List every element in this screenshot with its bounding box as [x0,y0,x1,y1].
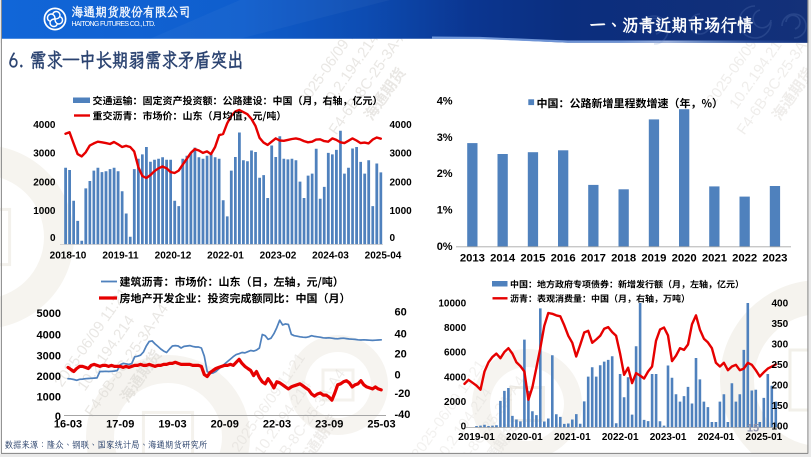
svg-text:6000: 6000 [444,348,467,359]
svg-text:2013: 2013 [460,252,485,264]
svg-text:4000: 4000 [390,120,413,131]
svg-text:150: 150 [772,401,789,412]
svg-text:1000: 1000 [37,391,61,403]
svg-text:2018: 2018 [611,252,636,264]
svg-text:20: 20 [395,348,407,360]
svg-text:2020-01: 2020-01 [506,432,543,443]
svg-text:2023-02: 2023-02 [260,251,297,262]
svg-text:3000: 3000 [33,149,56,160]
svg-text:2%: 2% [437,168,453,180]
svg-text:5000: 5000 [37,308,61,320]
svg-text:1000: 1000 [390,206,413,217]
svg-text:17-09: 17-09 [106,419,134,431]
svg-text:2020: 2020 [672,252,697,264]
svg-text:2021-01: 2021-01 [554,432,591,443]
svg-text:2024-03: 2024-03 [312,251,349,262]
svg-text:300: 300 [772,340,789,351]
svg-text:100: 100 [772,422,789,433]
svg-text:8000: 8000 [444,323,467,334]
svg-text:2022: 2022 [732,252,757,264]
svg-text:0: 0 [55,411,61,423]
svg-text:0: 0 [390,233,396,244]
svg-text:2025-01: 2025-01 [746,432,783,443]
svg-text:3000: 3000 [390,149,413,160]
svg-text:0: 0 [50,233,56,244]
svg-text:2015: 2015 [520,252,545,264]
svg-text:20-09: 20-09 [211,419,239,431]
svg-text:200: 200 [772,381,789,392]
svg-text:25-03: 25-03 [367,419,395,431]
svg-text:16-03: 16-03 [54,419,82,431]
svg-text:3%: 3% [437,132,453,144]
svg-text:2000: 2000 [390,177,413,188]
svg-text:2022-01: 2022-01 [602,432,639,443]
svg-text:2000: 2000 [33,177,56,188]
svg-text:0%: 0% [437,241,453,253]
svg-text:2019-11: 2019-11 [102,251,139,262]
svg-text:2017: 2017 [581,252,606,264]
svg-text:2024-01: 2024-01 [698,432,735,443]
svg-text:3000: 3000 [37,351,61,363]
svg-text:2025-04: 2025-04 [365,251,402,262]
svg-text:1%: 1% [437,205,453,217]
svg-text:2019: 2019 [641,252,666,264]
svg-text:22-03: 22-03 [263,419,291,431]
svg-text:2023-01: 2023-01 [650,432,687,443]
svg-text:-20: -20 [395,388,411,400]
svg-text:2000: 2000 [37,371,61,383]
svg-text:-40: -40 [395,409,411,421]
svg-text:2022-01: 2022-01 [207,251,244,262]
svg-text:2023: 2023 [762,252,787,264]
svg-text:2014: 2014 [490,252,516,264]
svg-text:2000: 2000 [444,397,467,408]
svg-text:0: 0 [461,422,467,433]
svg-text:10000: 10000 [438,299,466,310]
svg-text:4000: 4000 [33,120,56,131]
svg-text:2021: 2021 [702,252,727,264]
svg-text:15: 15 [747,423,759,435]
svg-text:HAITONG FUTURES CO., LTD.: HAITONG FUTURES CO., LTD. [72,21,156,28]
svg-text:2019-01: 2019-01 [458,432,495,443]
svg-text:2020-12: 2020-12 [155,251,192,262]
svg-text:0: 0 [395,370,401,382]
svg-text:1000: 1000 [33,206,56,217]
svg-text:2018-10: 2018-10 [50,251,87,262]
svg-text:40: 40 [395,328,407,340]
svg-text:4000: 4000 [444,372,467,383]
svg-text:4%: 4% [437,95,453,107]
svg-text:2016: 2016 [551,252,576,264]
svg-text:250: 250 [772,360,789,371]
svg-text:23-09: 23-09 [315,419,343,431]
svg-text:19-03: 19-03 [158,419,186,431]
svg-text:4000: 4000 [37,329,61,341]
svg-text:350: 350 [772,319,789,330]
svg-text:400: 400 [772,299,789,310]
svg-text:60: 60 [395,307,407,319]
